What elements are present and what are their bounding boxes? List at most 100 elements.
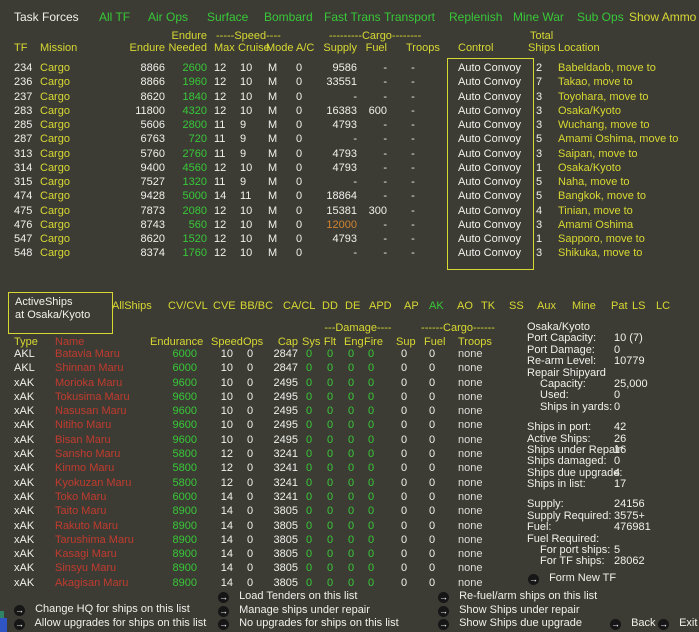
tf-control-mode[interactable]: Auto Convoy bbox=[458, 190, 521, 203]
top-menu-item[interactable]: Show Ammo bbox=[629, 10, 697, 24]
tf-control-mode[interactable]: Auto Convoy bbox=[458, 90, 521, 103]
top-menu-item[interactable]: All TF bbox=[99, 10, 131, 24]
tf-location[interactable]: Naha, move to bbox=[558, 176, 630, 189]
form-new-tf-button[interactable]: Form New TF bbox=[528, 572, 616, 585]
ship-filter-tab[interactable]: AllShips bbox=[112, 300, 152, 312]
tf-control-mode[interactable]: Auto Convoy bbox=[458, 133, 521, 146]
tf-row[interactable]: 476 Cargo 8743 560 12 10 M 0 12000 - - A… bbox=[0, 219, 699, 233]
top-menu-item[interactable]: Surface bbox=[207, 10, 249, 24]
tf-row[interactable]: 315 Cargo 7527 1320 11 9 M 0 - - - Auto … bbox=[0, 176, 699, 190]
ship-name[interactable]: Akagisan Maru bbox=[55, 576, 129, 589]
top-menu-item[interactable]: Bombard bbox=[264, 10, 313, 24]
tf-row[interactable]: 547 Cargo 8620 1520 12 10 M 0 4793 - - A… bbox=[0, 233, 699, 247]
ship-name[interactable]: Toko Maru bbox=[55, 490, 107, 503]
ship-row[interactable]: xAK Nasusan Maru 9600 10 0 2495 0 0 0 0 … bbox=[0, 405, 510, 419]
ship-row[interactable]: xAK Kyokuzan Maru 5800 12 0 3241 0 0 0 0… bbox=[0, 477, 510, 491]
ship-name[interactable]: Batavia Maru bbox=[55, 348, 120, 360]
tf-location[interactable]: Babeldaob, move to bbox=[558, 62, 656, 74]
ship-filter-tab[interactable]: Pat bbox=[611, 300, 628, 312]
tf-location[interactable]: Bangkok, move to bbox=[558, 190, 647, 203]
ship-row[interactable]: xAK Taito Maru 8900 14 0 3805 0 0 0 0 0 … bbox=[0, 505, 510, 519]
tf-row[interactable]: 236 Cargo 8866 1960 12 10 M 0 33551 - - … bbox=[0, 76, 699, 90]
tf-control-mode[interactable]: Auto Convoy bbox=[458, 247, 521, 260]
ship-name[interactable]: Bisan Maru bbox=[55, 433, 111, 446]
tf-row[interactable]: 283 Cargo 11800 4320 12 10 M 0 16383 600… bbox=[0, 105, 699, 119]
ship-row[interactable]: AKL Shinnan Maru 6000 10 0 2847 0 0 0 0 … bbox=[0, 362, 510, 376]
ship-name[interactable]: Rakuto Maru bbox=[55, 519, 118, 532]
tf-control-mode[interactable]: Auto Convoy bbox=[458, 161, 521, 174]
tf-row[interactable]: 285 Cargo 5606 2800 11 9 M 0 4793 - - Au… bbox=[0, 119, 699, 133]
tf-location[interactable]: Tinian, move to bbox=[558, 204, 633, 217]
ship-filter-tab[interactable]: SS bbox=[509, 300, 524, 312]
ship-filter-tab[interactable]: AO bbox=[457, 300, 473, 312]
tf-control-mode[interactable]: Auto Convoy bbox=[458, 233, 521, 246]
bottom-menu-item[interactable]: Change HQ for ships on this list bbox=[14, 603, 206, 617]
ship-name[interactable]: Morioka Maru bbox=[55, 376, 123, 389]
ship-filter-tab[interactable]: CV/CVL bbox=[168, 300, 208, 312]
tf-control-mode[interactable]: Auto Convoy bbox=[458, 119, 521, 132]
ship-filter-tab[interactable]: Mine bbox=[572, 300, 596, 312]
tf-location[interactable]: Amami Oshima bbox=[558, 218, 634, 231]
ship-row[interactable]: xAK Sansho Maru 5800 12 0 3241 0 0 0 0 0… bbox=[0, 448, 510, 462]
top-menu-item[interactable]: Mine War bbox=[513, 10, 564, 24]
ship-name[interactable]: Nasusan Maru bbox=[55, 405, 127, 418]
ship-row[interactable]: xAK Bisan Maru 9600 10 0 2495 0 0 0 0 0 … bbox=[0, 434, 510, 448]
tf-control-mode[interactable]: Auto Convoy bbox=[458, 104, 521, 117]
ship-name[interactable]: Kasagi Maru bbox=[55, 548, 117, 561]
tf-row[interactable]: 234 Cargo 8866 2600 12 10 M 0 9586 - - A… bbox=[0, 62, 699, 76]
ship-filter-tab[interactable]: AK bbox=[429, 300, 444, 312]
ship-filter-tab[interactable]: DE bbox=[345, 300, 361, 312]
tf-control-mode[interactable]: Auto Convoy bbox=[458, 176, 521, 189]
bottom-menu-item[interactable]: Show Ships due upgrade bbox=[438, 617, 597, 631]
tf-location[interactable]: Osaka/Kyoto bbox=[558, 104, 621, 117]
ship-filter-tab[interactable]: LC bbox=[656, 300, 671, 312]
ship-name[interactable]: Kyokuzan Maru bbox=[55, 476, 132, 489]
ship-name[interactable]: Sansho Maru bbox=[55, 448, 121, 461]
bottom-menu-item[interactable]: Show Ships under repair bbox=[438, 604, 597, 618]
ship-row[interactable]: xAK Morioka Maru 9600 10 0 2495 0 0 0 0 … bbox=[0, 377, 510, 391]
exit-button[interactable]: Exit bbox=[658, 617, 697, 630]
ship-name[interactable]: Tokusima Maru bbox=[55, 390, 130, 403]
tf-row[interactable]: 475 Cargo 7873 2080 12 10 M 0 15381 300 … bbox=[0, 205, 699, 219]
tf-location[interactable]: Shikuka, move to bbox=[558, 247, 643, 260]
tf-location[interactable]: Wuchang, move to bbox=[558, 119, 650, 132]
ship-row[interactable]: xAK Tarushima Maru 8900 14 0 3805 0 0 0 … bbox=[0, 534, 510, 548]
bottom-menu-item[interactable]: Load Tenders on this list bbox=[218, 590, 399, 604]
bottom-menu-item[interactable]: Manage ships under repair bbox=[218, 604, 399, 618]
tf-control-mode[interactable]: Auto Convoy bbox=[458, 147, 521, 160]
ship-filter-tab[interactable]: CA/CL bbox=[283, 300, 316, 312]
ship-name[interactable]: Taito Maru bbox=[55, 505, 107, 518]
top-menu-item[interactable]: Replenish bbox=[449, 10, 503, 24]
tf-row[interactable]: 287 Cargo 6763 720 11 9 M 0 - - - Auto C… bbox=[0, 133, 699, 147]
tf-control-mode[interactable]: Auto Convoy bbox=[458, 76, 521, 89]
ship-name[interactable]: Tarushima Maru bbox=[55, 533, 134, 546]
ship-filter-tab[interactable]: Aux bbox=[537, 300, 556, 312]
ship-name[interactable]: Nitiho Maru bbox=[55, 419, 112, 432]
ship-row[interactable]: AKL Batavia Maru 6000 10 0 2847 0 0 0 0 … bbox=[0, 348, 510, 362]
tf-row[interactable]: 313 Cargo 5760 2760 11 9 M 0 4793 - - Au… bbox=[0, 148, 699, 162]
ship-row[interactable]: xAK Kinmo Maru 5800 12 0 3241 0 0 0 0 0 … bbox=[0, 462, 510, 476]
ship-row[interactable]: xAK Kasagi Maru 8900 14 0 3805 0 0 0 0 0… bbox=[0, 548, 510, 562]
bottom-menu-item[interactable]: Allow upgrades for ships on this list bbox=[14, 617, 206, 631]
ship-filter-tab[interactable]: AP bbox=[404, 300, 419, 312]
top-menu-item[interactable]: Transport bbox=[384, 10, 435, 24]
bottom-menu-item[interactable]: No upgrades for ships on this list bbox=[218, 617, 399, 631]
top-menu-item[interactable]: Fast Trans bbox=[324, 10, 381, 24]
tf-control-mode[interactable]: Auto Convoy bbox=[458, 204, 521, 217]
ship-name[interactable]: Kinmo Maru bbox=[55, 462, 115, 475]
ship-filter-tab[interactable]: LS bbox=[632, 300, 646, 312]
tf-row[interactable]: 237 Cargo 8620 1840 12 10 M 0 - - - Auto… bbox=[0, 91, 699, 105]
ship-name[interactable]: Shinnan Maru bbox=[55, 362, 124, 375]
tf-control-mode[interactable]: Auto Convoy bbox=[458, 218, 521, 231]
tf-location[interactable]: Takao, move to bbox=[558, 76, 633, 89]
tf-location[interactable]: Osaka/Kyoto bbox=[558, 161, 621, 174]
ship-name[interactable]: Sinsyu Maru bbox=[55, 562, 117, 575]
ship-row[interactable]: xAK Akagisan Maru 8900 14 0 3805 0 0 0 0… bbox=[0, 577, 510, 591]
bottom-menu-item[interactable]: Re-fuel/arm ships on this list bbox=[438, 590, 597, 604]
ship-row[interactable]: xAK Rakuto Maru 8900 14 0 3805 0 0 0 0 0… bbox=[0, 520, 510, 534]
tf-location[interactable]: Saipan, move to bbox=[558, 147, 638, 160]
tf-location[interactable]: Toyohara, move to bbox=[558, 90, 649, 103]
ship-row[interactable]: xAK Sinsyu Maru 8900 14 0 3805 0 0 0 0 0… bbox=[0, 562, 510, 576]
ship-filter-tab[interactable]: CVE bbox=[213, 300, 236, 312]
ship-filter-tab[interactable]: DD bbox=[322, 300, 338, 312]
